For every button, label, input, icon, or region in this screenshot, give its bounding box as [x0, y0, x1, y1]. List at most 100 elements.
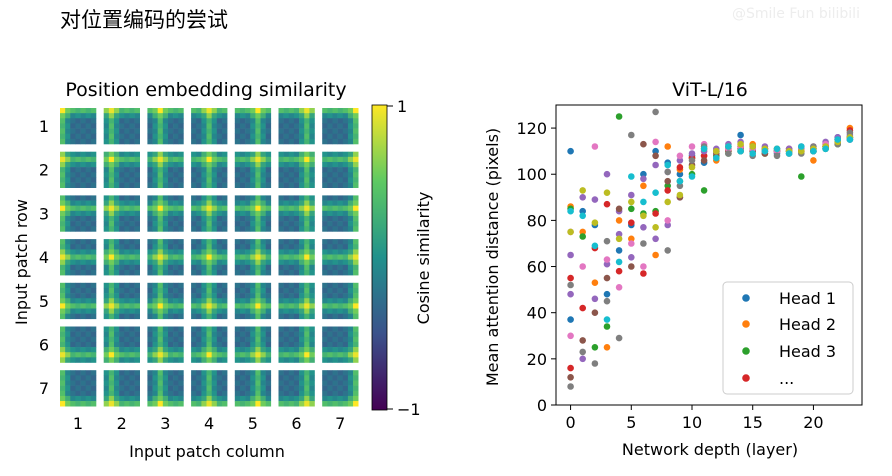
heatmap-subcell — [250, 395, 256, 402]
heatmap-subcell — [80, 308, 87, 314]
heatmap-subcell — [293, 375, 300, 381]
heatmap-subcell — [119, 269, 125, 276]
heatmap-subcell — [206, 167, 212, 173]
heatmap-subcell — [80, 161, 87, 168]
heatmap-subcell — [332, 370, 338, 376]
heatmap-subcell — [260, 264, 266, 271]
heatmap-subcell — [234, 226, 241, 232]
heatmap-subcell — [283, 167, 290, 173]
heatmap-subcell — [129, 113, 135, 119]
heatmap-subcell — [260, 336, 266, 343]
heatmap-subcell — [304, 370, 310, 376]
heatmap-subcell — [293, 298, 300, 304]
heatmap-subcell — [60, 259, 66, 266]
heatmap-subcell — [278, 215, 284, 222]
heatmap-subcell — [245, 200, 251, 206]
heatmap-subcell — [178, 380, 184, 386]
data-point — [688, 150, 696, 157]
data-point — [713, 154, 720, 162]
heatmap-subcell — [278, 205, 284, 212]
heatmap-subcell — [157, 244, 164, 250]
heatmap-subcell — [173, 380, 179, 386]
heatmap-subcell — [327, 172, 333, 178]
heatmap-subcell — [293, 293, 300, 299]
heatmap-subcell — [206, 287, 212, 294]
heatmap-subcell — [221, 282, 228, 289]
heatmap-subcell — [147, 239, 153, 245]
heatmap-subcell — [119, 293, 125, 299]
heatmap-subcell — [65, 331, 71, 338]
heatmap-subcell — [304, 293, 310, 299]
heatmap-subcell — [129, 118, 135, 124]
heatmap-subcell — [283, 401, 290, 407]
heatmap-subcell — [196, 108, 202, 114]
heatmap-subcell — [173, 395, 179, 402]
heatmap-cell — [60, 108, 97, 145]
heatmap-subcell — [206, 390, 212, 397]
heatmap-subcell — [265, 326, 272, 332]
heatmap-subcell — [134, 390, 140, 397]
heatmap-subcell — [322, 200, 328, 206]
data-point — [628, 263, 635, 270]
heatmap-subcell — [191, 221, 197, 227]
heatmap-subcell — [108, 370, 115, 376]
heatmap-subcell — [129, 177, 135, 183]
y-tick-label: 20 — [527, 350, 547, 369]
heatmap-cell — [103, 326, 140, 363]
heatmap-subcell — [332, 133, 338, 140]
heatmap-subcell — [327, 254, 333, 260]
heatmap-subcell — [162, 385, 169, 392]
heatmap-subcell — [178, 151, 184, 158]
heatmap-subcell — [342, 390, 349, 397]
heatmap-subcell — [162, 205, 169, 212]
heatmap-subcell — [70, 221, 76, 227]
heatmap-subcell — [332, 226, 338, 232]
heatmap-subcell — [60, 352, 66, 358]
data-point — [579, 194, 586, 201]
heatmap-subcell — [265, 298, 272, 304]
heatmap-subcell — [293, 151, 300, 158]
heatmap-subcell — [216, 326, 223, 332]
data-point — [591, 309, 599, 317]
heatmap-subcell — [265, 375, 272, 381]
heatmap-subcell — [124, 293, 130, 299]
heatmap-subcell — [216, 244, 223, 250]
heatmap-subcell — [234, 336, 241, 343]
heatmap-subcell — [129, 254, 135, 260]
heatmap-subcell — [216, 254, 223, 260]
heatmap-subcell — [60, 200, 66, 206]
heatmap-subcell — [152, 352, 158, 358]
heatmap-subcell — [80, 401, 87, 407]
heatmap-subcell — [288, 123, 295, 129]
heatmap-subcell — [85, 123, 92, 129]
heatmap-subcell — [278, 269, 284, 276]
heatmap-subcell — [250, 151, 256, 158]
heatmap-subcell — [65, 254, 71, 260]
heatmap-subcell — [162, 182, 169, 188]
heatmap-subcell — [196, 395, 202, 402]
heatmap-subcell — [103, 352, 110, 358]
heatmap-cell — [103, 239, 140, 276]
heatmap-subcell — [108, 385, 115, 392]
heatmap-subcell — [309, 347, 315, 353]
heatmap-subcell — [90, 282, 97, 289]
heatmap-subcell — [239, 151, 246, 158]
heatmap-subcell — [216, 269, 223, 276]
heatmap-subcell — [337, 249, 344, 255]
heatmap-subcell — [304, 249, 310, 255]
heatmap-subcell — [147, 269, 153, 276]
heatmap-subcell — [309, 293, 315, 299]
heatmap-subcell — [162, 156, 169, 163]
heatmap-subcell — [299, 177, 305, 183]
heatmap-subcell — [124, 249, 130, 255]
heatmap-subcell — [239, 375, 246, 381]
heatmap-subcell — [309, 182, 315, 188]
heatmap-subcell — [113, 282, 120, 289]
heatmap-subcell — [265, 200, 272, 206]
heatmap-subcell — [239, 182, 246, 188]
heatmap-subcell — [245, 254, 251, 260]
heatmap-subcell — [173, 239, 179, 245]
heatmap-subcell — [239, 133, 246, 140]
heatmap-subcell — [304, 259, 310, 266]
data-point — [834, 136, 841, 143]
